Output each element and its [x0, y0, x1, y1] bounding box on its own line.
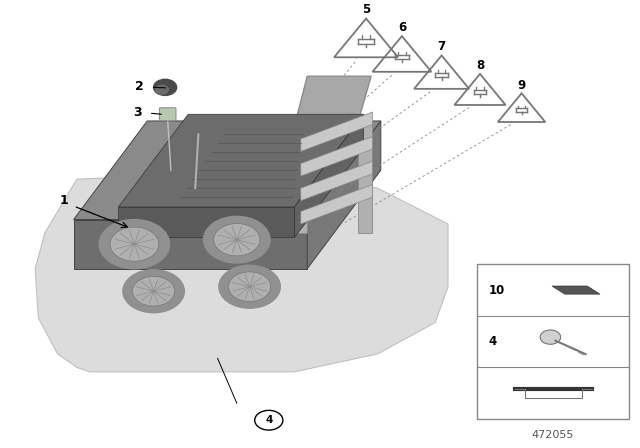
Circle shape	[255, 410, 283, 430]
Text: 3: 3	[133, 105, 142, 119]
Text: 10: 10	[488, 284, 504, 297]
Text: 472055: 472055	[532, 430, 574, 440]
Circle shape	[214, 224, 260, 256]
Text: 7: 7	[438, 40, 445, 53]
Circle shape	[204, 216, 270, 263]
Circle shape	[154, 79, 177, 95]
Circle shape	[156, 85, 168, 94]
Circle shape	[132, 276, 175, 306]
Polygon shape	[296, 76, 371, 121]
FancyBboxPatch shape	[477, 264, 629, 419]
Text: 9: 9	[518, 78, 525, 91]
Polygon shape	[74, 220, 307, 269]
Polygon shape	[301, 112, 372, 151]
Polygon shape	[296, 121, 307, 233]
Polygon shape	[552, 286, 600, 294]
Circle shape	[228, 272, 271, 302]
Text: 6: 6	[398, 21, 406, 34]
Circle shape	[540, 330, 561, 344]
Circle shape	[110, 227, 159, 261]
Polygon shape	[301, 185, 372, 224]
Polygon shape	[294, 114, 364, 237]
Text: 2: 2	[135, 79, 144, 93]
Polygon shape	[358, 121, 372, 233]
FancyBboxPatch shape	[159, 108, 176, 121]
Polygon shape	[35, 170, 448, 372]
Polygon shape	[118, 207, 294, 237]
Polygon shape	[307, 121, 381, 269]
Text: 1: 1	[60, 194, 68, 207]
Text: 4: 4	[265, 415, 273, 425]
Text: 5: 5	[362, 3, 370, 16]
Text: 8: 8	[476, 59, 484, 72]
Circle shape	[219, 265, 280, 308]
Polygon shape	[301, 161, 372, 201]
Circle shape	[99, 220, 170, 269]
Polygon shape	[301, 137, 372, 176]
Circle shape	[123, 270, 184, 313]
Polygon shape	[74, 121, 381, 220]
Text: 4: 4	[488, 335, 497, 348]
Polygon shape	[118, 114, 364, 207]
